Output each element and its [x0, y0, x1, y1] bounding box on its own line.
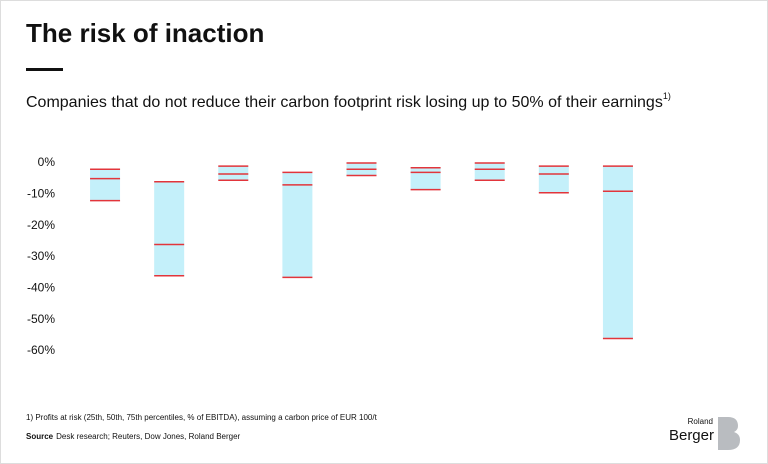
y-tick-label: 0% — [38, 155, 56, 169]
y-tick-label: -10% — [27, 187, 55, 201]
range-bar — [410, 167, 441, 190]
y-tick-label: -40% — [27, 281, 55, 295]
logo-text: Berger — [669, 427, 714, 444]
range-bar — [282, 172, 313, 278]
y-tick-label: -60% — [27, 343, 55, 357]
logo-small: Roland — [688, 417, 713, 426]
range-bar — [538, 166, 569, 193]
source: Source Desk research; Reuters, Dow Jones,… — [26, 432, 241, 441]
subtitle-note: 1) — [663, 91, 671, 101]
footnote: 1) Profits at risk (25th, 50th, 75th per… — [26, 413, 378, 422]
subtitle-text: Companies that do not reduce their carbo… — [26, 94, 663, 111]
y-tick-label: -50% — [27, 312, 55, 326]
range-bar — [474, 163, 505, 181]
range-bar — [154, 181, 185, 276]
source-label: Source — [26, 432, 54, 441]
range-bar — [218, 166, 249, 181]
chart-title: The risk of inaction — [26, 18, 264, 48]
source-text: Desk research; Reuters, Dow Jones, Rolan… — [56, 432, 240, 441]
y-tick-label: -20% — [27, 218, 55, 232]
chart-subtitle: Companies that do not reduce their carbo… — [26, 91, 671, 111]
title-rule — [26, 68, 63, 71]
range-bar — [602, 166, 633, 339]
range-bar — [90, 169, 121, 201]
y-tick-label: -30% — [27, 249, 55, 263]
logo-mark — [718, 417, 740, 450]
